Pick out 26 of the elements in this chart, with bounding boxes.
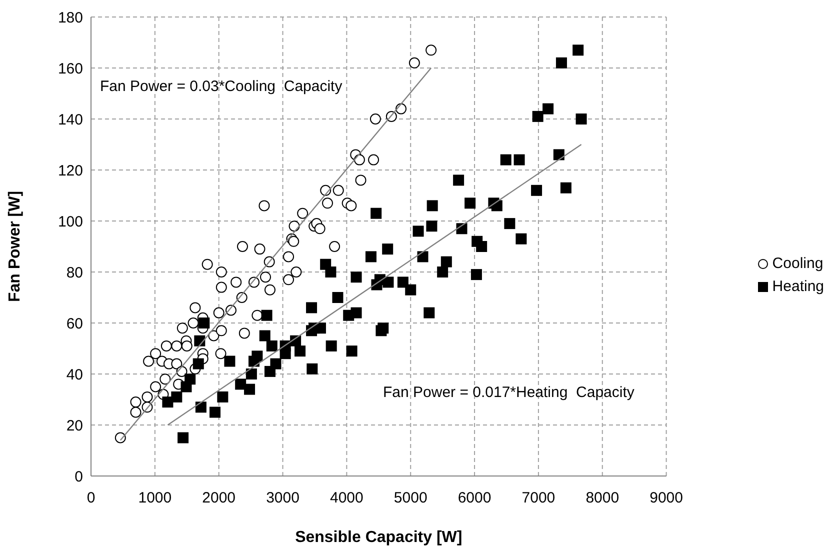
y-tick-label: 120 <box>58 162 83 180</box>
y-tick-label: 100 <box>58 213 83 230</box>
legend-label: Cooling <box>772 255 824 272</box>
x-tick-label: 3000 <box>266 490 300 507</box>
y-tick-label: 180 <box>58 9 83 26</box>
x-tick-label: 9000 <box>650 490 683 507</box>
y-tick-label: 0 <box>74 468 83 486</box>
legend-label: Heating <box>772 278 824 295</box>
y-tick-label: 80 <box>66 264 83 282</box>
x-tick-label: 6000 <box>458 490 492 507</box>
y-axis-title: Fan Power [W] <box>6 190 24 302</box>
y-tick-label: 140 <box>58 111 83 128</box>
y-tick-label: 160 <box>58 60 83 78</box>
x-tick-label: 2000 <box>202 490 236 507</box>
y-tick-label: 60 <box>66 315 83 332</box>
y-tick-label: 20 <box>66 417 83 434</box>
x-tick-label: 5000 <box>394 490 428 507</box>
x-tick-label: 0 <box>86 490 96 507</box>
x-tick-label: 1000 <box>138 490 172 507</box>
annotation: Fan Power = 0.017*Heating Capacity <box>383 384 634 401</box>
annotation: Fan Power = 0.03*Cooling Capacity <box>100 78 342 95</box>
x-tick-label: 8000 <box>586 490 620 507</box>
x-tick-label: 4000 <box>330 490 364 507</box>
x-tick-label: 7000 <box>522 490 556 507</box>
x-axis-title: Sensible Capacity [W] <box>295 529 462 546</box>
y-tick-label: 40 <box>66 366 83 384</box>
